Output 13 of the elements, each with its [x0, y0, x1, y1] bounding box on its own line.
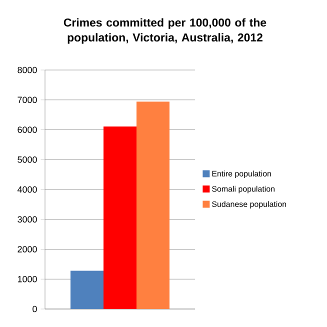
y-tick-label: 1000: [18, 276, 37, 282]
y-tick-label: 5000: [18, 156, 37, 163]
bar: [136, 102, 170, 309]
y-tick-label: 6000: [18, 126, 37, 133]
y-tick-label: 3000: [18, 216, 37, 223]
bar: [104, 126, 136, 309]
y-tick-label: 4000: [17, 186, 37, 193]
bar: [70, 270, 104, 309]
y-tick-label: 0: [32, 306, 37, 312]
y-tick-label: 8000: [18, 66, 37, 74]
chart-title: Crimes committed per 100,000 of the population, Victoria, Australia, 2012: [64, 18, 266, 44]
y-tick-label: 2000: [18, 246, 37, 252]
y-tick-label: 7000: [18, 96, 37, 104]
